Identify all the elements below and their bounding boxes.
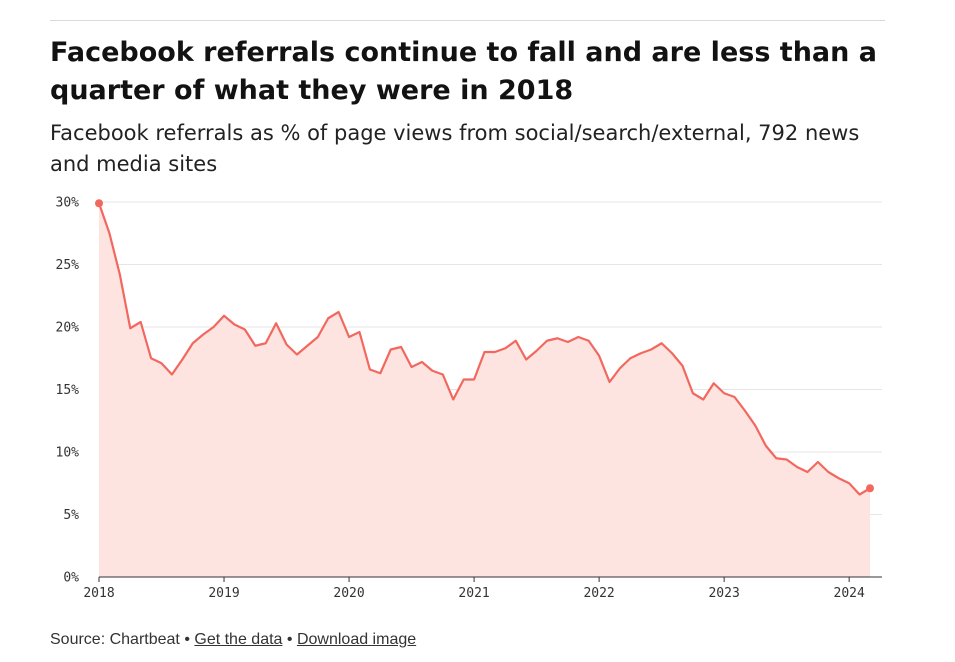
x-tick-label: 2024 [834,586,865,601]
chart-footer: Source: Chartbeat • Get the data • Downl… [50,631,416,649]
series-line-layer [97,202,872,496]
x-tick-label: 2021 [458,586,489,601]
y-tick-label: 15% [56,383,80,398]
get-data-link[interactable]: Get the data [194,631,283,648]
x-axis-tick-labels: 2018 2019 2020 2021 2022 2023 2024 [83,586,865,601]
footer-separator: • [286,631,293,648]
axis-layer [98,576,882,582]
x-tick-label: 2022 [583,586,614,601]
chart-subtitle: Facebook referrals as % of page views fr… [50,121,860,176]
x-tick-label: 2020 [333,586,364,601]
source-note: Source: Chartbeat [50,631,180,648]
area-fill [99,203,870,577]
y-axis-tick-labels: 0% 5% 10% 15% 20% 25% 30% [56,196,80,586]
y-tick-label: 10% [56,446,80,461]
x-tick-label: 2019 [208,586,239,601]
download-image-link[interactable]: Download image [296,631,417,648]
y-tick-label: 0% [63,571,79,586]
y-tick-label: 5% [63,508,79,523]
area-fill-layer [99,203,870,577]
chart-title: Facebook referrals continue to fall and … [50,37,877,106]
x-tick-label: 2023 [708,586,739,601]
endpoint-markers [95,199,874,493]
footer-separator: • [184,631,190,648]
end-point-marker [866,484,874,493]
start-point-marker [95,199,103,208]
y-tick-label: 25% [56,258,80,273]
y-tick-label: 30% [56,196,80,211]
top-divider [50,20,885,21]
series-line [97,202,872,496]
x-tick-label: 2018 [83,586,114,601]
y-tick-label: 20% [56,321,80,336]
